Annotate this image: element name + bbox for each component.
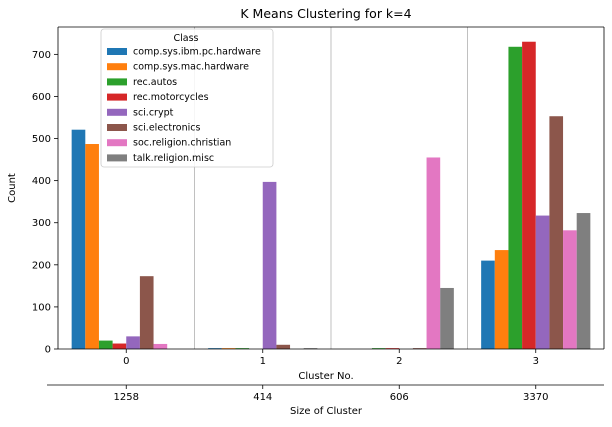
bar-rec.motorcycles-cluster-0 [112, 343, 127, 349]
y-tick-label: 500 [32, 134, 51, 145]
legend-label-talk.religion.misc: talk.religion.misc [133, 153, 214, 164]
bar-talk.religion.misc-cluster-2 [440, 287, 454, 349]
legend-swatch-talk.religion.misc [107, 154, 127, 162]
secondary-x-axis-label: Size of Cluster [290, 406, 363, 417]
bar-soc.religion.christian-cluster-2 [426, 157, 441, 349]
bar-rec.autos-cluster-2 [371, 348, 386, 349]
legend: Class comp.sys.ibm.pc.hardware comp.sys.ma… [100, 28, 274, 168]
bar-soc.religion.christian-cluster-3 [563, 230, 577, 349]
legend-swatch-rec.motorcycles [107, 93, 127, 101]
legend-swatch-sci.crypt [107, 108, 127, 116]
legend-label-rec.motorcycles: rec.motorcycles [133, 92, 209, 103]
legend-label-rec.autos: rec.autos [133, 77, 177, 88]
legend-title: Class [174, 33, 199, 44]
legend-swatch-comp.sys.mac.hardware [107, 63, 127, 71]
legend-label-sci.crypt: sci.crypt [133, 107, 174, 118]
secondary-x-tick-label: 606 [390, 392, 409, 403]
chart-title: K Means Clustering for k=4 [240, 6, 411, 21]
bar-rec.autos-cluster-1 [235, 348, 250, 349]
bar-sci.electronics-cluster-1 [276, 344, 291, 349]
y-tick-label: 100 [32, 302, 51, 313]
y-tick-label: 300 [32, 218, 51, 229]
legend-label-soc.religion.christian: soc.religion.christian [133, 138, 231, 149]
legend-swatch-soc.religion.christian [107, 139, 127, 147]
y-tick-label: 0 [45, 345, 51, 356]
bar-rec.motorcycles-cluster-3 [522, 41, 536, 349]
legend-box [100, 28, 274, 168]
x-tick-label: 3 [533, 356, 539, 367]
bar-sci.crypt-cluster-0 [126, 336, 140, 349]
legend-swatch-sci.electronics [107, 124, 127, 131]
bar-sci.electronics-cluster-0 [139, 276, 154, 349]
bar-sci.crypt-cluster-1 [262, 181, 277, 349]
x-tick-label: 0 [123, 356, 129, 367]
bar-talk.religion.misc-cluster-3 [576, 213, 591, 349]
bar-comp.sys.mac.hardware-cluster-3 [494, 250, 509, 349]
bar-comp.sys.mac.hardware-cluster-1 [221, 348, 236, 349]
bar-rec.motorcycles-cluster-2 [385, 348, 400, 349]
x-tick-label: 1 [260, 356, 266, 367]
bar-sci.crypt-cluster-3 [535, 215, 550, 349]
bar-rec.autos-cluster-0 [98, 340, 113, 349]
secondary-x-tick-label: 1258 [114, 392, 139, 403]
bar-comp.sys.ibm.pc.hardware-cluster-1 [208, 348, 222, 349]
legend-swatch-rec.autos [107, 78, 127, 86]
secondary-x-tick-label: 3370 [523, 392, 548, 403]
y-tick-label: 200 [32, 260, 51, 271]
bar-comp.sys.ibm.pc.hardware-cluster-3 [481, 260, 495, 349]
y-tick-label: 400 [32, 176, 51, 187]
bar-soc.religion.christian-cluster-0 [153, 343, 168, 349]
bar-talk.religion.misc-cluster-1 [303, 348, 318, 349]
secondary-x-tick-label: 414 [253, 392, 272, 403]
bar-comp.sys.ibm.pc.hardware-cluster-0 [71, 129, 86, 349]
x-axis-label: Cluster No. [298, 371, 353, 382]
bar-sci.electronics-cluster-2 [412, 348, 427, 349]
legend-label-comp.sys.mac.hardware: comp.sys.mac.hardware [133, 62, 249, 73]
bar-rec.autos-cluster-3 [508, 46, 523, 349]
legend-label-comp.sys.ibm.pc.hardware: comp.sys.ibm.pc.hardware [133, 47, 261, 58]
x-tick-label: 2 [396, 356, 402, 367]
bar-comp.sys.mac.hardware-cluster-0 [85, 144, 99, 349]
y-tick-label: 700 [32, 50, 51, 61]
legend-swatch-comp.sys.ibm.pc.hardware [107, 48, 127, 55]
legend-label-sci.electronics: sci.electronics [133, 123, 201, 134]
y-tick-label: 600 [32, 92, 51, 103]
y-axis-label: Count [7, 173, 18, 203]
bar-sci.electronics-cluster-3 [549, 116, 564, 349]
